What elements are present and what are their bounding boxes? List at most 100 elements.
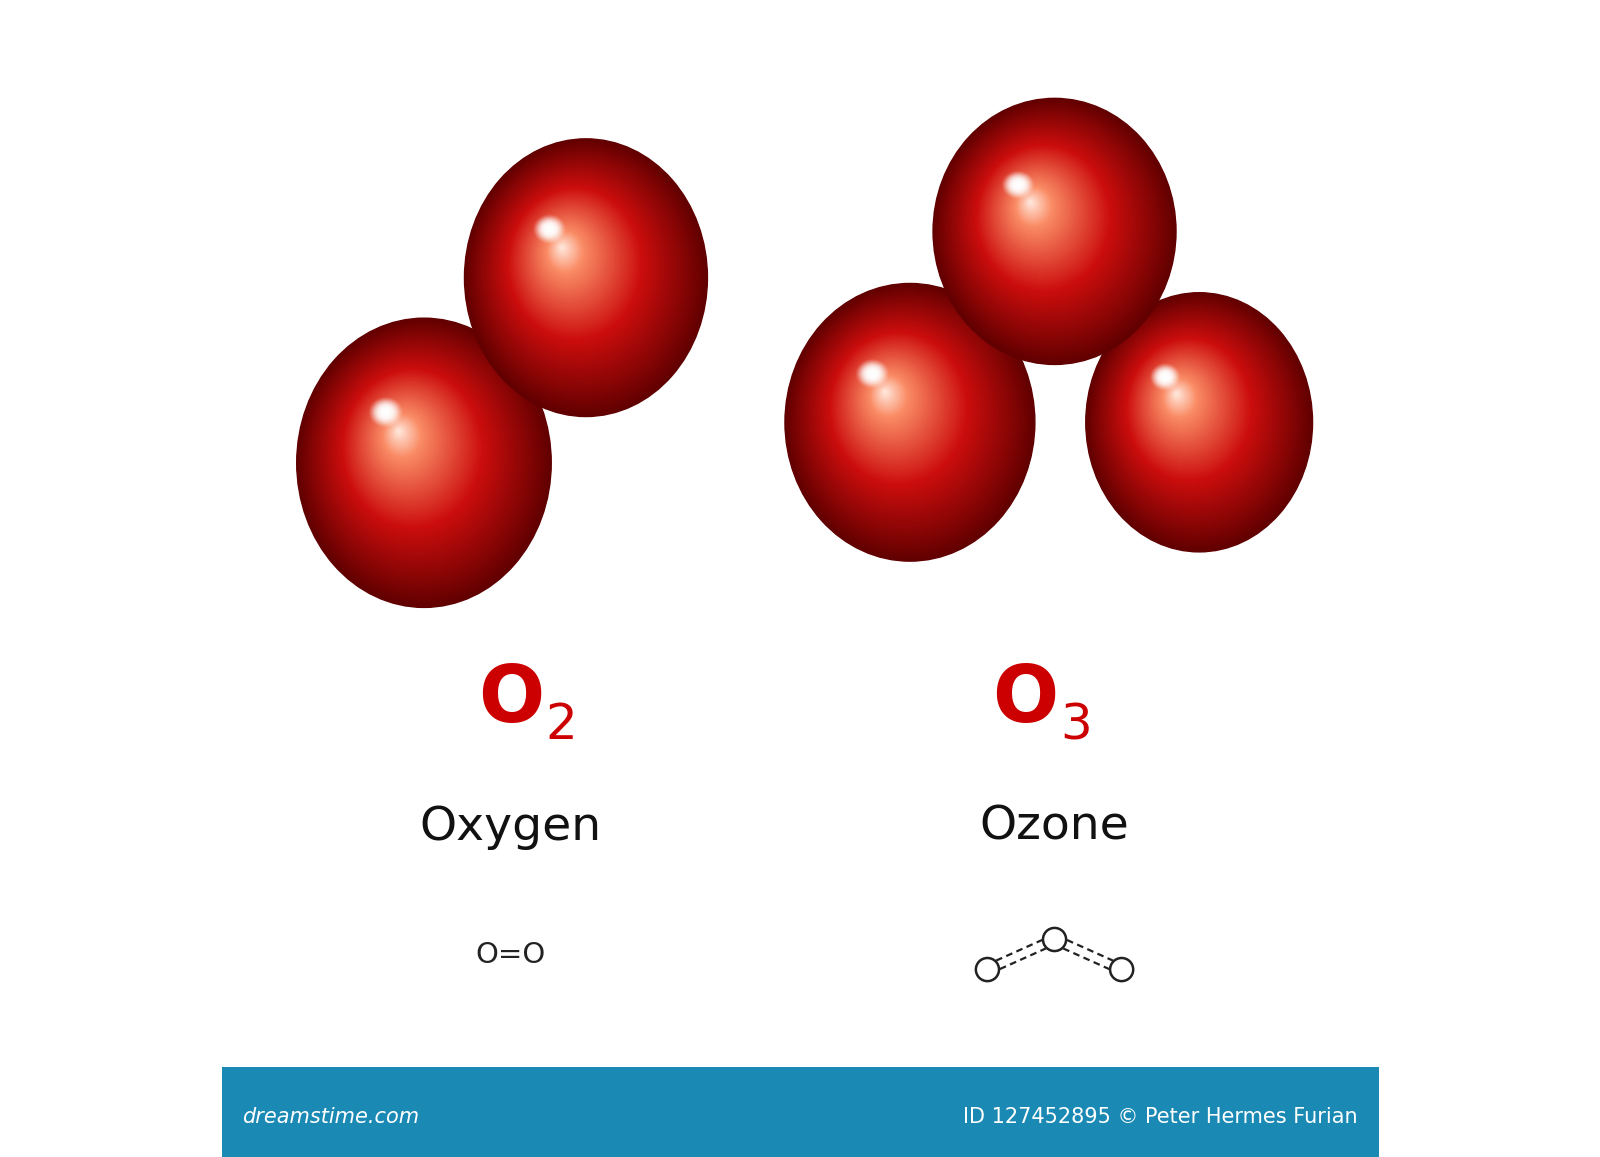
Ellipse shape: [333, 358, 498, 546]
Ellipse shape: [1157, 371, 1206, 429]
Ellipse shape: [323, 348, 510, 561]
Ellipse shape: [1000, 170, 1075, 253]
Ellipse shape: [955, 121, 1144, 327]
Text: O: O: [478, 662, 544, 738]
Ellipse shape: [869, 374, 909, 419]
Ellipse shape: [1011, 178, 1026, 191]
Ellipse shape: [1088, 295, 1309, 548]
Ellipse shape: [326, 351, 507, 557]
Ellipse shape: [475, 152, 691, 398]
Ellipse shape: [1133, 345, 1243, 471]
Ellipse shape: [856, 360, 888, 388]
Ellipse shape: [470, 146, 698, 406]
Ellipse shape: [1102, 310, 1288, 524]
Ellipse shape: [541, 224, 592, 283]
Ellipse shape: [981, 149, 1106, 286]
Ellipse shape: [882, 388, 891, 398]
Ellipse shape: [378, 404, 395, 420]
Ellipse shape: [315, 338, 525, 576]
Ellipse shape: [789, 288, 1029, 555]
Ellipse shape: [312, 336, 528, 581]
Ellipse shape: [1022, 193, 1043, 216]
Ellipse shape: [334, 361, 494, 541]
Ellipse shape: [366, 396, 446, 486]
Ellipse shape: [304, 326, 539, 595]
Ellipse shape: [979, 148, 1107, 287]
Ellipse shape: [378, 406, 394, 419]
Ellipse shape: [869, 370, 877, 377]
Ellipse shape: [790, 289, 1027, 553]
Ellipse shape: [547, 227, 552, 231]
Ellipse shape: [1126, 338, 1251, 481]
Ellipse shape: [936, 102, 1171, 359]
Ellipse shape: [808, 309, 1000, 521]
Ellipse shape: [1016, 183, 1021, 187]
Ellipse shape: [808, 308, 1002, 523]
Ellipse shape: [859, 364, 923, 434]
Ellipse shape: [950, 117, 1150, 336]
Ellipse shape: [858, 362, 926, 439]
Ellipse shape: [952, 118, 1149, 334]
Ellipse shape: [944, 110, 1160, 346]
Ellipse shape: [547, 231, 584, 273]
Ellipse shape: [472, 147, 696, 404]
Ellipse shape: [826, 329, 973, 492]
Ellipse shape: [474, 149, 693, 399]
Ellipse shape: [522, 202, 622, 317]
Ellipse shape: [1136, 348, 1238, 465]
Ellipse shape: [1141, 355, 1229, 455]
Ellipse shape: [509, 187, 642, 340]
Ellipse shape: [395, 427, 405, 437]
Ellipse shape: [829, 331, 970, 487]
Ellipse shape: [376, 406, 434, 471]
Ellipse shape: [974, 142, 1114, 295]
Ellipse shape: [342, 369, 483, 528]
Ellipse shape: [557, 242, 570, 256]
Ellipse shape: [870, 373, 874, 375]
Ellipse shape: [533, 215, 605, 299]
Ellipse shape: [341, 368, 485, 530]
Ellipse shape: [1122, 332, 1259, 491]
Ellipse shape: [1152, 366, 1178, 389]
Ellipse shape: [371, 401, 438, 478]
Ellipse shape: [1086, 293, 1312, 552]
Ellipse shape: [803, 302, 1008, 531]
Ellipse shape: [875, 381, 899, 408]
Ellipse shape: [328, 352, 506, 554]
Ellipse shape: [496, 174, 661, 361]
Ellipse shape: [952, 119, 1147, 332]
Ellipse shape: [469, 143, 702, 411]
Text: O=O: O=O: [475, 941, 546, 968]
Ellipse shape: [867, 369, 878, 378]
Ellipse shape: [821, 323, 981, 500]
Ellipse shape: [515, 196, 630, 327]
Ellipse shape: [797, 297, 1016, 540]
Ellipse shape: [1149, 363, 1218, 441]
Ellipse shape: [494, 171, 664, 366]
Ellipse shape: [358, 386, 459, 502]
Ellipse shape: [816, 317, 989, 508]
Ellipse shape: [1160, 375, 1202, 423]
Ellipse shape: [936, 101, 1173, 360]
Ellipse shape: [1027, 198, 1035, 208]
Ellipse shape: [1109, 319, 1277, 510]
Ellipse shape: [878, 385, 894, 403]
Ellipse shape: [1016, 184, 1019, 186]
Ellipse shape: [1008, 176, 1029, 193]
Ellipse shape: [1014, 182, 1022, 189]
Ellipse shape: [1125, 337, 1253, 482]
Ellipse shape: [1019, 191, 1046, 220]
Ellipse shape: [506, 185, 645, 345]
Ellipse shape: [1102, 311, 1286, 522]
Ellipse shape: [371, 400, 440, 479]
Ellipse shape: [318, 342, 518, 570]
Ellipse shape: [1160, 373, 1171, 382]
Ellipse shape: [848, 352, 941, 456]
Text: O: O: [992, 662, 1059, 738]
Ellipse shape: [874, 379, 902, 411]
Ellipse shape: [837, 339, 958, 474]
Ellipse shape: [1150, 364, 1179, 390]
Ellipse shape: [538, 220, 598, 289]
Ellipse shape: [880, 386, 893, 400]
Ellipse shape: [315, 339, 523, 574]
